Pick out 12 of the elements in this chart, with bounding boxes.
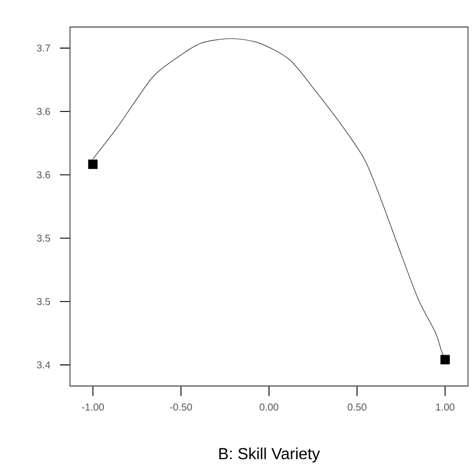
y-tick-label: 3.6 <box>36 171 50 178</box>
x-tick-label: -1.00 <box>82 404 104 411</box>
x-tick-label: -0.50 <box>170 404 192 411</box>
y-tick-label: 3.4 <box>36 361 50 368</box>
y-tick-label: 3.7 <box>36 44 50 52</box>
x-tick-label: 0.50 <box>348 404 366 411</box>
y-tick-label: 3.5 <box>36 298 50 306</box>
x-axis-title: B: Skill Variety <box>219 448 320 462</box>
y-tick-label: 3.5 <box>36 234 50 242</box>
x-tick-label: 1.00 <box>436 404 454 411</box>
x-tick-label: 0.00 <box>260 404 278 411</box>
y-tick-label: 3.6 <box>36 108 50 116</box>
